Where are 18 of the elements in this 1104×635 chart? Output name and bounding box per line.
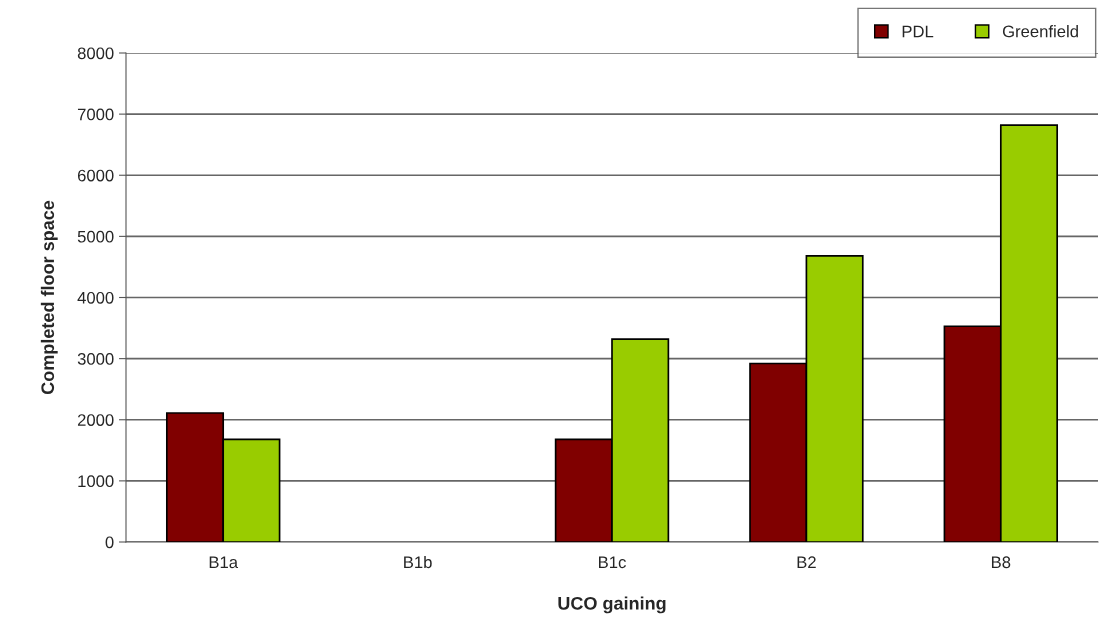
y-axis-title: Completed floor space [40, 200, 58, 395]
x-tick-label: B1b [404, 555, 432, 569]
x-tick-label: B1a [209, 556, 239, 569]
x-tick-label: B8 [991, 556, 1011, 569]
y-tick-label: 5000 [77, 230, 114, 243]
y-tick-label: 6000 [77, 169, 114, 182]
x-axis-title: UCO gaining [558, 596, 666, 614]
y-tick-label: 0 [105, 536, 114, 549]
y-tick-label: 4000 [77, 291, 114, 304]
legend-label: Greenfield [1002, 25, 1078, 38]
x-tick-label: B1c [599, 556, 626, 569]
y-tick-label: 7000 [77, 108, 114, 121]
y-tick-label: 1000 [78, 475, 114, 488]
legend-label: PDL [902, 25, 934, 38]
y-tick-label: 2000 [77, 414, 114, 426]
y-tick-label: 8000 [77, 47, 114, 60]
y-tick-label: 3000 [77, 353, 114, 365]
x-tick-label: B2 [797, 556, 816, 568]
